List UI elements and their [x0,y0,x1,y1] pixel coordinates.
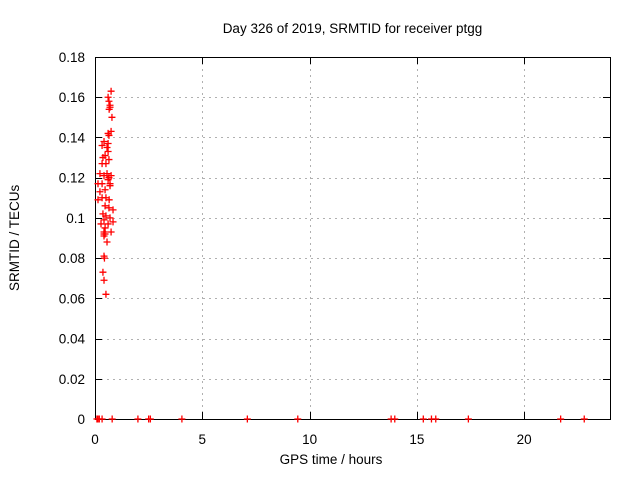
svg-text:0.14: 0.14 [59,130,86,145]
svg-text:0.04: 0.04 [59,332,86,347]
plus-marker [98,141,106,149]
plus-marker [102,212,110,220]
plus-marker [109,218,117,226]
plus-marker [98,180,106,188]
plus-marker [96,170,104,178]
plus-marker [97,220,105,228]
plus-marker [464,415,472,423]
plus-marker [104,148,112,156]
plus-marker [100,216,108,224]
plus-marker [100,254,108,262]
plus-marker [432,415,440,423]
svg-text:0: 0 [91,432,99,447]
plus-marker [106,182,114,190]
plus-marker [391,415,399,423]
svg-text:0.02: 0.02 [59,372,85,387]
plus-marker [102,290,110,298]
plus-marker [134,415,142,423]
plus-marker [105,156,113,164]
y-axis-label: SRMTID / TECUs [7,184,22,292]
svg-text:10: 10 [302,432,317,447]
plus-marker [99,268,107,276]
plus-marker [94,196,102,204]
plus-marker [294,415,302,423]
plus-marker [178,415,186,423]
gridlines [95,57,610,419]
plus-marker [106,214,114,222]
plus-marker [243,415,251,423]
plus-marker [100,137,108,145]
svg-text:5: 5 [199,432,207,447]
plus-marker [580,415,588,423]
svg-text:0.16: 0.16 [59,90,85,105]
plus-marker [104,176,112,184]
chart-title: Day 326 of 2019, SRMTID for receiver ptg… [222,21,483,36]
svg-text:0: 0 [77,412,85,427]
plus-marker [101,202,109,210]
plus-marker [419,415,427,423]
plus-marker [109,206,117,214]
svg-text:0.08: 0.08 [59,251,85,266]
svg-text:0.12: 0.12 [59,171,85,186]
plus-marker [557,415,565,423]
plus-marker [105,97,113,105]
axis-ticks [95,57,610,420]
plus-marker [104,220,112,228]
plus-marker [105,105,113,113]
plus-marker [100,232,108,240]
plus-marker [107,228,115,236]
plus-marker [105,204,113,212]
svg-text:15: 15 [409,432,424,447]
x-axis-label: GPS time / hours [279,452,383,467]
plus-marker [103,144,111,151]
plus-marker [101,186,109,194]
plus-marker [104,139,112,147]
svg-text:0.1: 0.1 [66,211,85,226]
plus-marker [102,160,110,168]
plus-marker [98,415,106,423]
svg-text:20: 20 [517,432,532,447]
plus-marker [99,154,107,162]
plus-marker [108,113,116,121]
plus-marker [146,415,154,423]
plus-marker [100,276,108,284]
svg-text:0.18: 0.18 [59,50,85,65]
plot-border [95,57,611,420]
plus-marker [100,172,108,180]
plus-marker [108,415,116,423]
svg-text:0.06: 0.06 [59,291,85,306]
plus-marker [107,87,115,95]
plus-marker [103,238,111,246]
plus-marker [96,188,104,196]
data-points [93,87,588,423]
plus-marker [105,131,113,139]
tick-labels: 0 5 10 15 20 0 0.02 0.04 0.06 0.08 0.1 0.12 0.14 0.16… [59,50,532,447]
plus-marker [101,224,109,232]
plus-marker [104,93,112,101]
plus-marker [105,196,113,204]
